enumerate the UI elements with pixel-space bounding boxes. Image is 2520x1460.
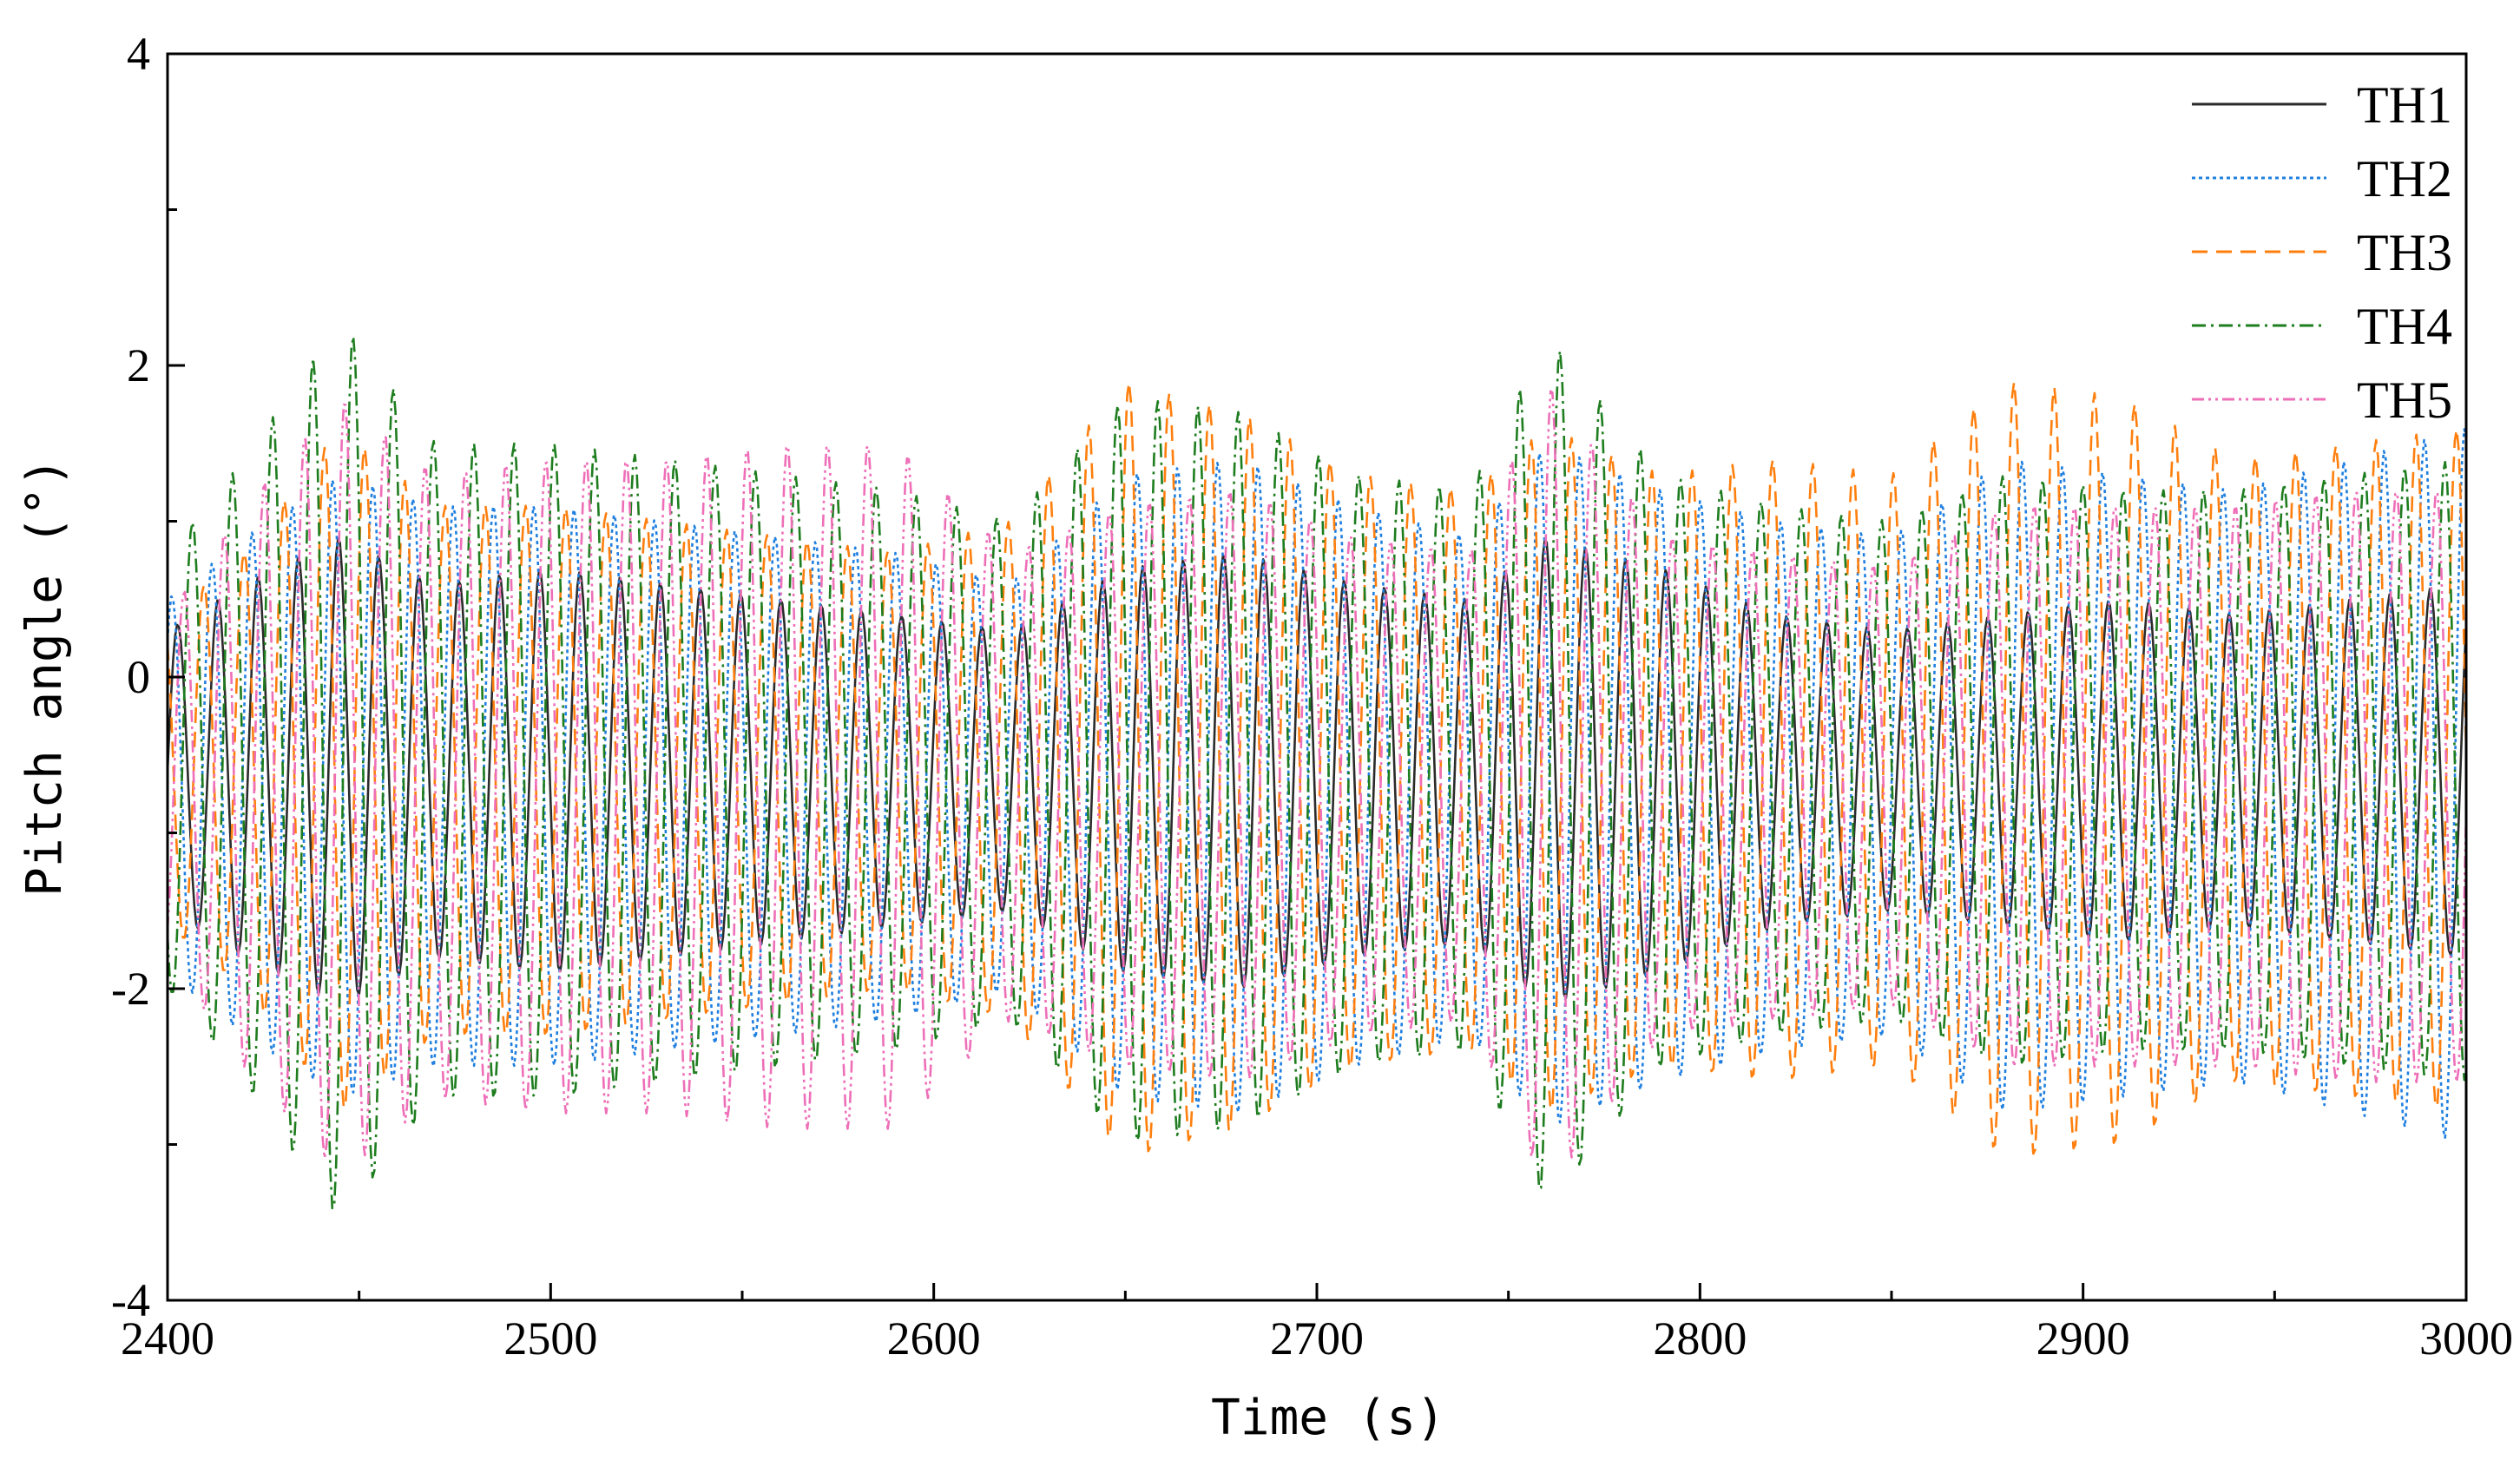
x-tick-label: 2600 bbox=[887, 1312, 981, 1365]
legend: TH1 TH2 TH3 TH4 TH5 bbox=[2192, 76, 2452, 429]
x-tick-label: 2900 bbox=[2036, 1312, 2130, 1365]
y-tick-label: -4 bbox=[111, 1274, 150, 1326]
series-layer bbox=[168, 335, 2466, 1210]
y-tick-label: -2 bbox=[111, 963, 150, 1015]
y-tick-label: 4 bbox=[127, 28, 150, 80]
legend-label-th1: TH1 bbox=[2357, 76, 2452, 134]
y-tick-label: 2 bbox=[127, 339, 150, 391]
legend-label-th2: TH2 bbox=[2357, 150, 2452, 207]
x-tick-label: 2700 bbox=[1270, 1312, 1364, 1365]
y-tick-label: 0 bbox=[127, 651, 150, 703]
series-line-th5 bbox=[168, 390, 2466, 1160]
series-line-th3 bbox=[168, 381, 2466, 1155]
series-line-th4 bbox=[168, 335, 2466, 1210]
axis-ticks: 2400 2500 2600 2700 2800 2900 3000 -4 -2 0 2 4 bbox=[111, 28, 2513, 1365]
series-line-th2 bbox=[168, 428, 2466, 1139]
x-tick-label: 2800 bbox=[1653, 1312, 1747, 1365]
x-tick-label: 2400 bbox=[121, 1312, 214, 1365]
y-axis-label: Pitch angle (°) bbox=[16, 457, 73, 897]
x-tick-label: 2500 bbox=[503, 1312, 597, 1365]
legend-label-th5: TH5 bbox=[2357, 372, 2452, 429]
legend-label-th3: TH3 bbox=[2357, 224, 2452, 281]
x-tick-label: 3000 bbox=[2419, 1312, 2513, 1365]
legend-label-th4: TH4 bbox=[2357, 298, 2452, 355]
x-axis-label: Time (s) bbox=[1211, 1390, 1445, 1446]
